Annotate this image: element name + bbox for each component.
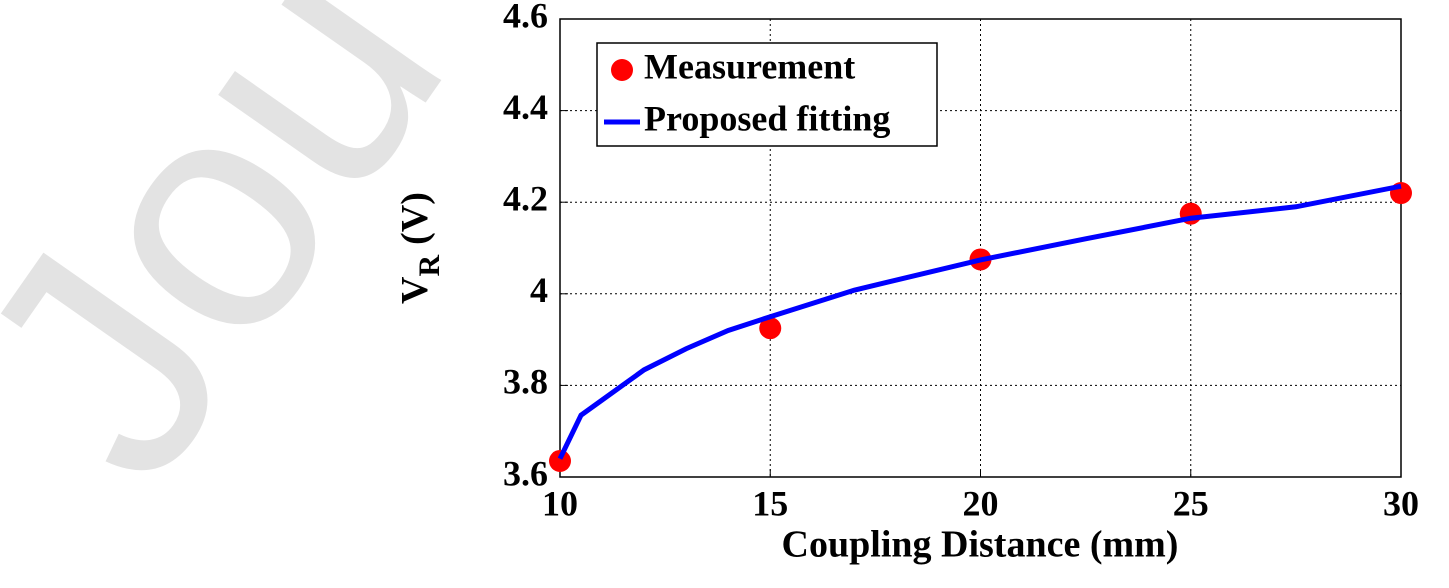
y-tick-label: 3.8	[503, 362, 548, 402]
y-tick-label: 4	[530, 270, 548, 310]
data-point	[549, 449, 571, 472]
x-tick-label: 20	[963, 483, 999, 523]
legend-label: Proposed fitting	[644, 98, 890, 138]
y-tick-label: 4.4	[503, 87, 548, 127]
y-label-sub: R	[413, 254, 446, 276]
y-tick-label: 3.6	[503, 453, 548, 493]
x-tick-label: 10	[542, 483, 578, 523]
y-tick-label: 4.2	[503, 178, 548, 218]
legend-box	[596, 42, 938, 147]
fit-line	[557, 183, 1402, 460]
data-point	[759, 317, 782, 340]
y-label-unit: (V)	[394, 192, 436, 245]
x-tick-label: 30	[1383, 483, 1419, 523]
plot-frame	[559, 18, 1402, 478]
x-axis-label: Coupling Distance (mm)	[782, 524, 1179, 566]
legend-marker	[611, 59, 633, 81]
x-tick-label: 15	[752, 483, 788, 523]
y-axis-label: VR (V)	[394, 192, 446, 304]
y-label-main: V	[394, 276, 436, 304]
x-tick-label: 25	[1173, 483, 1209, 523]
legend-label: Measurement	[644, 46, 855, 86]
y-tick-label: 4.6	[503, 0, 548, 35]
